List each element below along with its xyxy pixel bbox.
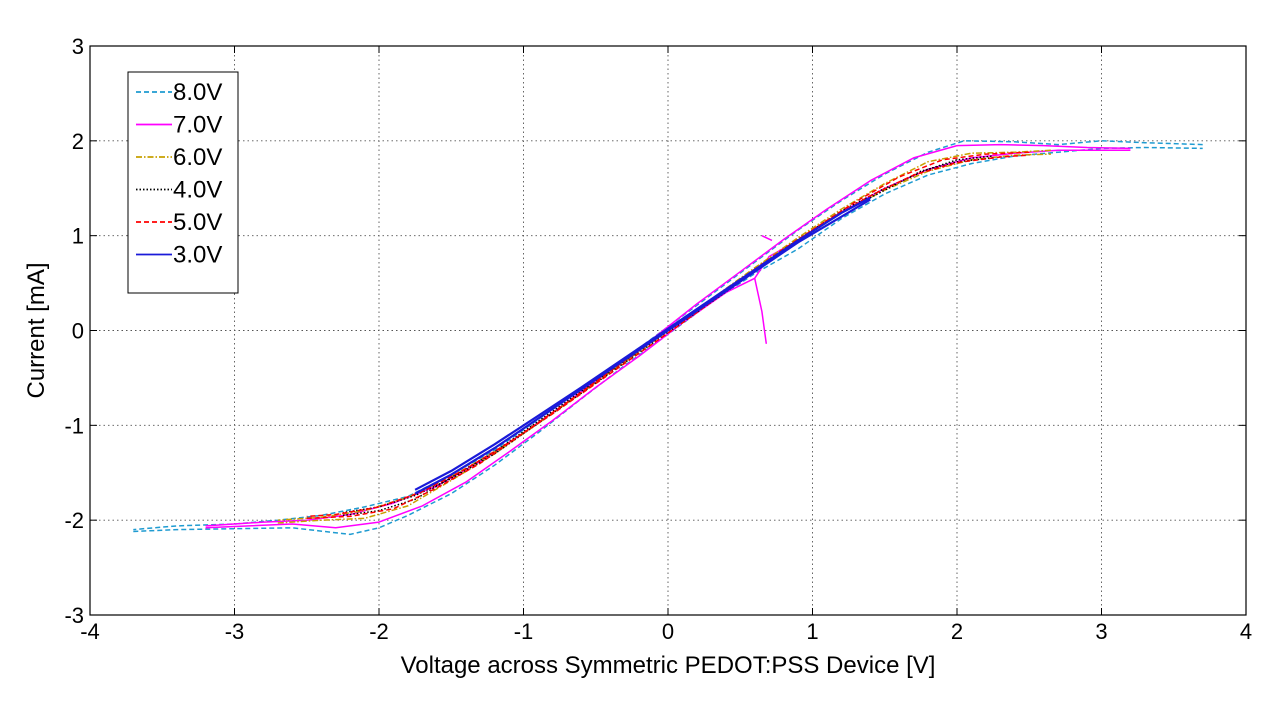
- legend-box: [127, 71, 239, 294]
- series-layer: [133, 140, 1203, 536]
- legend-label: 6.0V: [173, 144, 222, 171]
- series-line: [414, 198, 871, 495]
- legend: 8.0V 7.0V 6.0V 4.0V 5.0V 3.0V: [127, 71, 239, 294]
- legend-label: 8.0V: [173, 79, 222, 106]
- series-line: [761, 235, 773, 242]
- x-tick-label: 4: [1240, 619, 1252, 644]
- series-line: [133, 140, 1203, 531]
- x-tick-label: -2: [369, 619, 389, 644]
- x-tick-label: -1: [514, 619, 534, 644]
- y-axis-label: Current [mA]: [23, 262, 50, 398]
- y-tick-label: 2: [72, 129, 84, 154]
- y-tick-label: -3: [64, 603, 84, 628]
- x-tick-label: 2: [951, 619, 963, 644]
- series-line: [205, 143, 1131, 527]
- series-3.0V: [414, 196, 871, 495]
- y-tick-label: -2: [64, 508, 84, 533]
- x-tick-label: 0: [662, 619, 674, 644]
- series-line: [414, 196, 871, 491]
- series-line: [306, 151, 1030, 518]
- x-tick-label: -3: [225, 619, 245, 644]
- legend-label: 3.0V: [173, 242, 222, 269]
- x-axis-label: Voltage across Symmetric PEDOT:PSS Devic…: [401, 652, 936, 679]
- legend-label: 5.0V: [173, 209, 222, 236]
- y-tick-label: 3: [72, 34, 84, 59]
- legend-label: 7.0V: [173, 112, 222, 139]
- x-tick-label: 3: [1095, 619, 1107, 644]
- legend-label: 4.0V: [173, 177, 222, 204]
- y-tick-label: -1: [64, 413, 84, 438]
- x-tick-label: -4: [80, 619, 100, 644]
- y-tick-label: 1: [72, 224, 84, 249]
- series-line: [342, 157, 994, 514]
- series-line: [753, 278, 768, 344]
- y-tick-label: 0: [72, 319, 84, 344]
- x-tick-label: 1: [806, 619, 818, 644]
